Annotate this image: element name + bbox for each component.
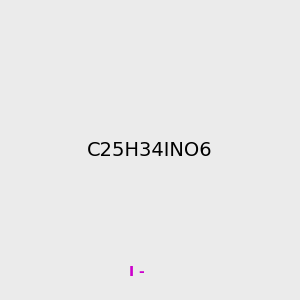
Text: C25H34INO6: C25H34INO6 [87, 140, 213, 160]
Text: I -: I - [129, 265, 145, 279]
